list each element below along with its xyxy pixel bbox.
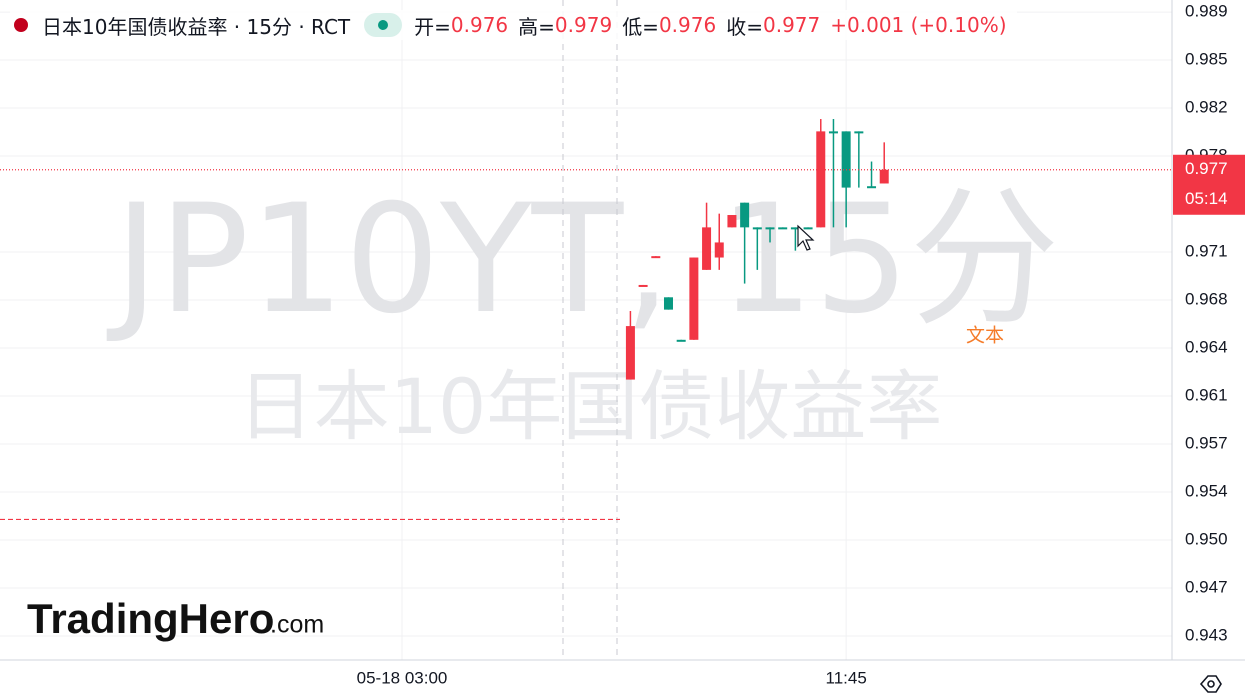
candle-body	[740, 202, 750, 228]
candle-body	[663, 297, 673, 310]
y-tick-label: 0.985	[1185, 50, 1228, 69]
chart-title[interactable]: 日本10年国债收益率 · 15分 · RCT	[42, 14, 351, 39]
candle-body	[790, 227, 800, 230]
candle-body	[867, 186, 877, 189]
y-tick-label: 0.957	[1185, 434, 1228, 453]
candle-body	[752, 227, 762, 230]
candle-body	[689, 257, 699, 340]
candle-body	[702, 227, 712, 270]
y-tick-label: 0.968	[1185, 290, 1228, 309]
candle-body	[625, 326, 635, 380]
legend-value: 0.979	[554, 13, 613, 37]
settings-icon[interactable]	[1199, 675, 1222, 693]
y-tick-label: 0.961	[1185, 386, 1228, 405]
legend: 日本10年国债收益率 · 15分 · RCT 开= 0.976 高= 0.979 低…	[10, 10, 1017, 40]
watermark-symbol: JP10YT, 15分	[106, 173, 1059, 347]
candle-body	[714, 242, 724, 258]
y-tick-label: 0.943	[1185, 625, 1228, 644]
legend-label: 低=	[622, 14, 659, 39]
legend-label: 收=	[726, 14, 763, 39]
candle-body	[879, 169, 889, 184]
y-tick-label: 0.947	[1185, 577, 1228, 596]
candle-body	[638, 284, 648, 287]
status-pill[interactable]	[364, 13, 403, 37]
logo-brand: TradingHero	[27, 595, 274, 642]
y-tick-label: 0.971	[1185, 242, 1228, 261]
candle-body	[765, 227, 775, 230]
candle-body	[727, 215, 737, 228]
price-label: 0.977	[1185, 159, 1228, 178]
y-tick-label: 0.954	[1185, 482, 1228, 501]
candle-body	[828, 131, 838, 134]
x-tick-label: 05-18 03:00	[357, 668, 448, 687]
countdown-label: 05:14	[1185, 189, 1228, 208]
candle-body	[841, 131, 851, 188]
logo-suffix: .com	[270, 611, 324, 639]
y-tick-label: 0.950	[1185, 529, 1228, 548]
legend-label: 开=	[414, 14, 451, 39]
legend-value: 0.977	[762, 13, 821, 37]
mouse-cursor	[797, 224, 815, 251]
y-tick-label: 0.989	[1185, 2, 1228, 21]
change-text: +0.001 (+0.10%)	[830, 13, 1007, 37]
candle-body	[778, 227, 788, 230]
y-tick-label: 0.964	[1185, 338, 1228, 357]
annotation: 文本	[966, 325, 1004, 347]
legend-label: 高=	[518, 14, 555, 39]
watermark-name: 日本10年国债收益率	[238, 362, 943, 451]
candle-body	[676, 339, 686, 342]
legend-value: 0.976	[450, 13, 509, 37]
symbol-dot	[14, 18, 28, 32]
price-label-box	[1173, 154, 1245, 215]
candle-body	[854, 131, 864, 134]
y-tick-label: 0.982	[1185, 98, 1228, 117]
x-tick-label: 11:45	[826, 668, 867, 687]
candle-body	[651, 256, 661, 259]
candle-body	[816, 131, 826, 228]
candle-body	[803, 227, 813, 230]
legend-value: 0.976	[658, 13, 717, 37]
